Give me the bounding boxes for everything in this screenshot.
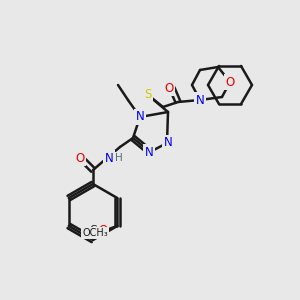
Text: H: H [115, 153, 123, 163]
Text: O: O [99, 224, 108, 238]
Text: N: N [145, 146, 153, 158]
Text: S: S [144, 88, 152, 101]
Text: N: N [196, 94, 204, 106]
Text: O: O [75, 152, 85, 164]
Text: O: O [225, 76, 235, 88]
Text: N: N [136, 110, 144, 124]
Text: N: N [105, 152, 113, 164]
Text: O: O [164, 82, 174, 94]
Text: N: N [164, 136, 172, 149]
Text: OCH₃: OCH₃ [82, 228, 108, 238]
Text: C: C [90, 225, 97, 235]
